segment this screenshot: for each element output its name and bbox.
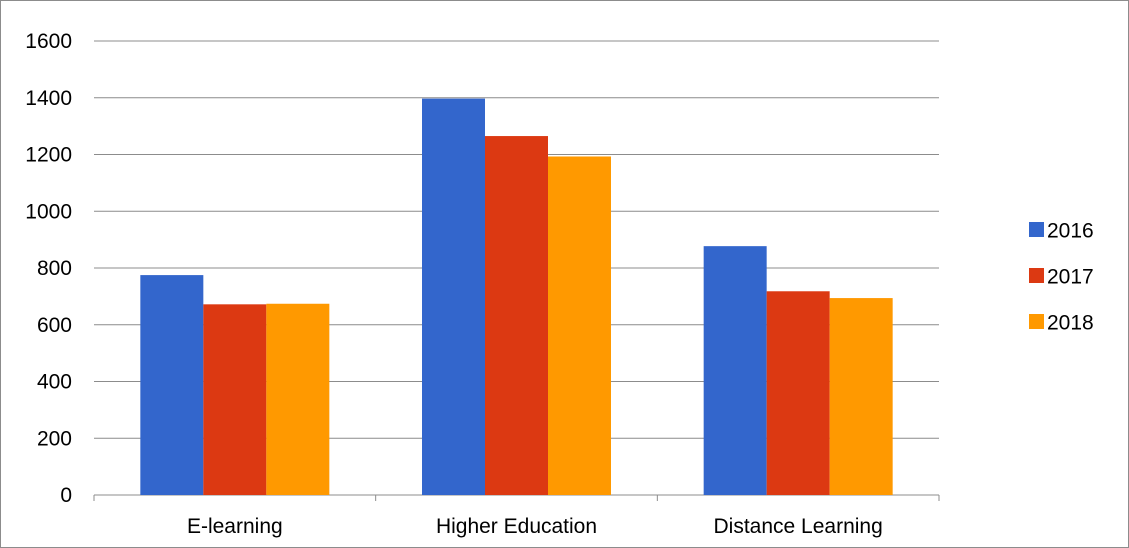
bar-2016-higher-education [422,98,485,495]
bar-2018-e-learning [266,303,330,495]
y-tick-label: 200 [37,427,72,450]
y-tick-label: 600 [37,314,72,337]
bar-2018-distance-learning [829,298,893,495]
legend-label-2018: 2018 [1047,312,1094,335]
bar-2017-higher-education [485,136,548,495]
bars [140,98,893,495]
legend-swatch-2016 [1029,222,1044,237]
bar-2017-distance-learning [766,291,830,495]
x-category-label: Distance Learning [714,515,883,538]
y-tick-label: 0 [60,484,72,507]
legend: 2016 2017 2018 [1029,220,1094,335]
y-tick-label: 800 [37,257,72,280]
y-tick-label: 1000 [25,200,72,223]
x-category-label: E-learning [187,515,283,538]
bar-2017-e-learning [203,304,267,495]
y-tick-label: 1200 [25,144,72,167]
y-axis-tick-labels: 0 200 400 600 800 1000 1200 1400 1600 [25,30,72,507]
legend-swatch-2017 [1029,268,1044,283]
bar-2016-distance-learning [703,246,767,495]
bar-2018-higher-education [548,156,611,495]
y-tick-label: 400 [37,371,72,394]
y-tick-label: 1600 [25,30,72,53]
y-tick-label: 1400 [25,87,72,110]
bar-2016-e-learning [140,275,204,495]
x-category-label: Higher Education [436,515,597,538]
legend-label-2017: 2017 [1047,266,1094,289]
legend-label-2016: 2016 [1047,220,1094,243]
x-axis-category-labels: E-learning Higher Education Distance Learn… [187,515,883,538]
axes [93,494,940,501]
legend-swatch-2018 [1029,314,1044,329]
